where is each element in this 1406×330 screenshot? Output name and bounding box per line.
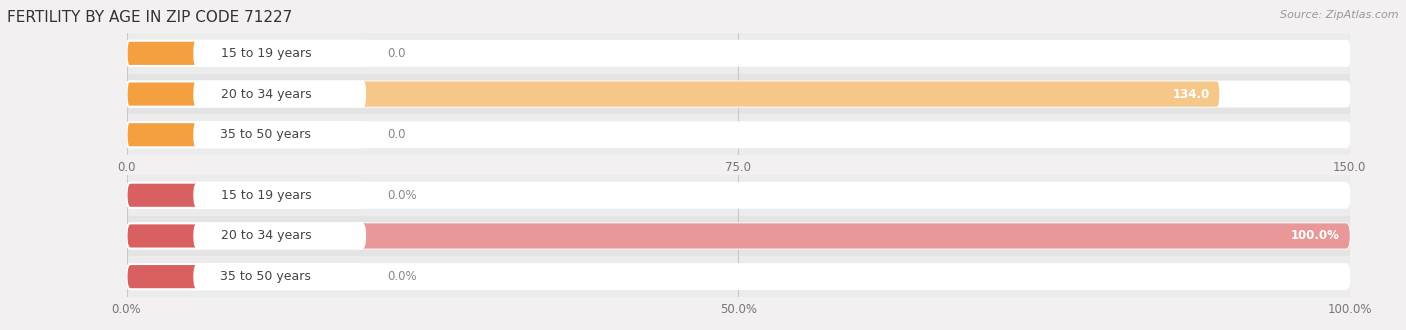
FancyBboxPatch shape <box>127 264 1350 289</box>
Text: 0.0%: 0.0% <box>387 270 416 283</box>
FancyBboxPatch shape <box>194 264 366 289</box>
FancyBboxPatch shape <box>127 182 1350 208</box>
FancyBboxPatch shape <box>127 74 1350 115</box>
FancyBboxPatch shape <box>127 182 366 208</box>
Text: Source: ZipAtlas.com: Source: ZipAtlas.com <box>1281 10 1399 20</box>
FancyBboxPatch shape <box>127 33 1350 74</box>
Text: 0.0%: 0.0% <box>387 189 416 202</box>
Text: 20 to 34 years: 20 to 34 years <box>221 87 311 101</box>
FancyBboxPatch shape <box>194 82 366 107</box>
Text: 35 to 50 years: 35 to 50 years <box>221 270 311 283</box>
FancyBboxPatch shape <box>127 41 1350 66</box>
FancyBboxPatch shape <box>127 264 188 289</box>
FancyBboxPatch shape <box>127 115 1350 155</box>
Text: 100.0%: 100.0% <box>1291 229 1340 243</box>
Text: 15 to 19 years: 15 to 19 years <box>221 189 311 202</box>
FancyBboxPatch shape <box>127 82 366 107</box>
Text: 134.0: 134.0 <box>1173 87 1209 101</box>
FancyBboxPatch shape <box>127 182 188 208</box>
FancyBboxPatch shape <box>127 223 1350 248</box>
FancyBboxPatch shape <box>127 82 1350 107</box>
FancyBboxPatch shape <box>127 41 188 66</box>
FancyBboxPatch shape <box>194 122 366 148</box>
FancyBboxPatch shape <box>194 223 366 248</box>
FancyBboxPatch shape <box>127 175 1350 215</box>
FancyBboxPatch shape <box>127 82 1219 107</box>
FancyBboxPatch shape <box>194 182 366 208</box>
FancyBboxPatch shape <box>127 256 1350 297</box>
FancyBboxPatch shape <box>194 41 366 66</box>
Text: FERTILITY BY AGE IN ZIP CODE 71227: FERTILITY BY AGE IN ZIP CODE 71227 <box>7 10 292 25</box>
Text: 0.0: 0.0 <box>387 128 405 141</box>
FancyBboxPatch shape <box>127 223 366 248</box>
Text: 0.0: 0.0 <box>387 47 405 60</box>
FancyBboxPatch shape <box>127 223 1350 248</box>
FancyBboxPatch shape <box>127 264 366 289</box>
Text: 35 to 50 years: 35 to 50 years <box>221 128 311 141</box>
FancyBboxPatch shape <box>127 41 366 66</box>
Text: 15 to 19 years: 15 to 19 years <box>221 47 311 60</box>
FancyBboxPatch shape <box>127 122 366 148</box>
FancyBboxPatch shape <box>127 122 188 148</box>
FancyBboxPatch shape <box>127 215 1350 256</box>
Text: 20 to 34 years: 20 to 34 years <box>221 229 311 243</box>
FancyBboxPatch shape <box>127 122 1350 148</box>
